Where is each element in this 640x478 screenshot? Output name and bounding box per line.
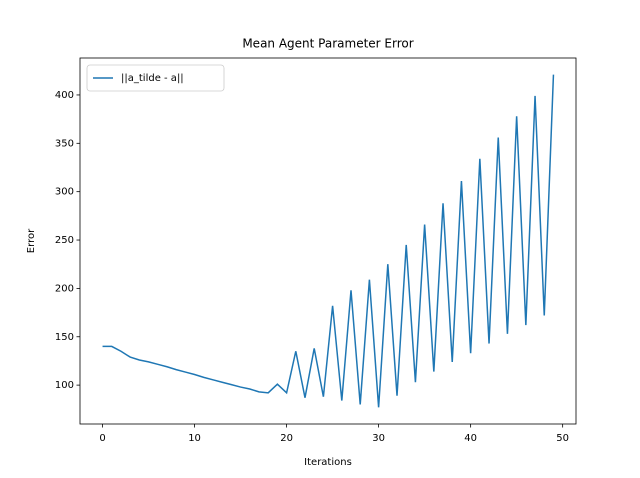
x-tick-label: 20 — [280, 433, 293, 444]
y-tick-label: 350 — [55, 138, 74, 149]
x-tick-label: 10 — [188, 433, 201, 444]
y-axis-label: Error — [26, 228, 37, 253]
y-tick-label: 400 — [55, 90, 74, 101]
y-tick-label: 300 — [55, 187, 74, 198]
x-tick-label: 50 — [556, 433, 569, 444]
y-tick-label: 150 — [55, 332, 74, 343]
chart-title: Mean Agent Parameter Error — [242, 37, 413, 51]
data-line — [102, 74, 555, 408]
y-tick-label: 200 — [55, 283, 74, 294]
y-tick-label: 100 — [55, 380, 74, 391]
y-tick-label: 250 — [55, 235, 74, 246]
x-tick-label: 0 — [99, 433, 105, 444]
axes-frame — [79, 57, 577, 425]
x-tick-label: 30 — [372, 433, 385, 444]
legend-label: ||a_tilde - a|| — [121, 73, 184, 84]
x-axis-label: Iterations — [304, 457, 352, 468]
x-tick-label: 40 — [464, 433, 477, 444]
legend-box — [86, 64, 225, 92]
